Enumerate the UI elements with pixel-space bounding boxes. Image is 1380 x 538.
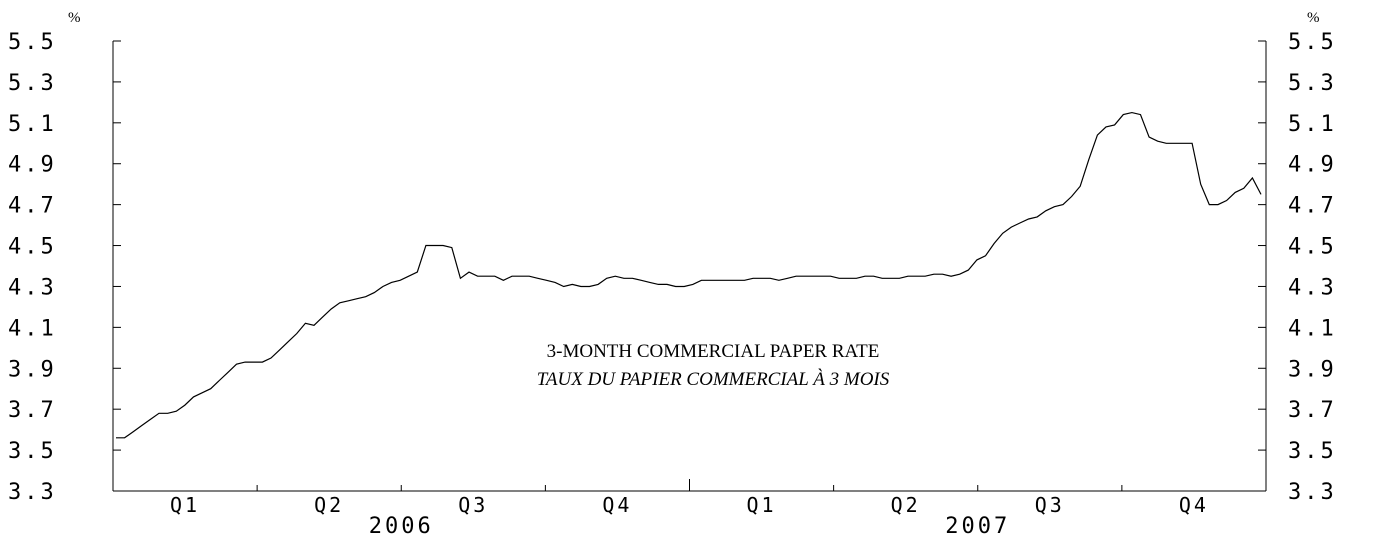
left-y-tick-label: 3.3 [8, 480, 57, 505]
right-y-tick-label: 4.1 [1288, 316, 1337, 341]
right-y-tick-label: 5.1 [1288, 112, 1337, 137]
right-y-tick-label: 3.9 [1288, 357, 1337, 382]
rate-series-line [116, 111, 1262, 439]
right-y-tick-label: 4.7 [1288, 194, 1337, 219]
right-y-tick-label: 5.5 [1288, 30, 1337, 55]
left-y-tick-label: 3.9 [8, 357, 57, 382]
left-y-tick-label: 4.9 [8, 153, 57, 178]
year-label: 2007 [945, 514, 1010, 538]
left-y-tick-label: 4.5 [8, 235, 57, 260]
quarter-label: Q1 [170, 493, 200, 517]
left-y-tick-label: 3.5 [8, 439, 57, 464]
right-y-tick-label: 4.5 [1288, 235, 1337, 260]
quarter-label: Q2 [314, 493, 344, 517]
left-y-tick-label: 5.1 [8, 112, 57, 137]
right-unit-label: % [1307, 10, 1320, 26]
right-y-tick-label: 5.3 [1288, 71, 1337, 96]
left-y-tick-label: 3.7 [8, 398, 57, 423]
left-y-tick-label: 4.3 [8, 275, 57, 300]
left-y-tick-label: 5.3 [8, 71, 57, 96]
left-y-tick-label: 4.1 [8, 316, 57, 341]
series-layer [116, 111, 1262, 439]
quarter-label: Q2 [891, 493, 921, 517]
right-y-tick-label: 4.9 [1288, 153, 1337, 178]
quarter-label: Q4 [602, 493, 632, 517]
right-y-tick-label: 3.7 [1288, 398, 1337, 423]
quarter-label: Q3 [458, 493, 488, 517]
right-y-tick-label: 3.3 [1288, 480, 1337, 505]
quarter-label: Q3 [1035, 493, 1065, 517]
x-axis: Q1 Q2 Q3 Q4 Q1 Q2 Q3 Q4 2006 2007 [112, 479, 1267, 538]
right-y-tick-label: 4.3 [1288, 275, 1337, 300]
quarter-label: Q4 [1179, 493, 1209, 517]
quarter-label: Q1 [747, 493, 777, 517]
right-y-axis: 3.3 3.5 3.7 3.9 4.1 4.3 4.5 4.7 4.9 5.1 5.3 5.5 [1258, 30, 1337, 505]
chart-title: 3-MONTH COMMERCIAL PAPER RATE [547, 341, 880, 362]
left-y-tick-label: 5.5 [8, 30, 57, 55]
year-label: 2006 [369, 514, 434, 538]
left-y-tick-label: 4.7 [8, 194, 57, 219]
left-unit-label: % [68, 10, 81, 26]
right-y-tick-label: 3.5 [1288, 439, 1337, 464]
chart-subtitle: TAUX DU PAPIER COMMERCIAL À 3 MOIS [537, 368, 890, 390]
left-y-axis: 3.3 3.5 3.7 3.9 4.1 4.3 4.5 4.7 4.9 5.1 5.3 5.5 [8, 30, 121, 505]
